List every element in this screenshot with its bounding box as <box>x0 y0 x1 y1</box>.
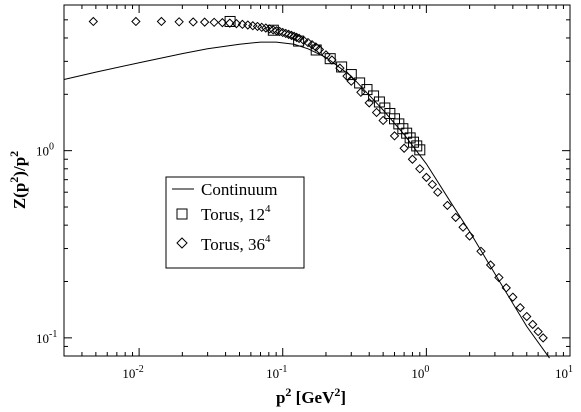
torus-36-point <box>494 272 504 283</box>
torus-12-point <box>397 123 409 135</box>
legend-box <box>165 176 305 269</box>
torus-36-point <box>231 18 242 29</box>
legend-symbol-diamond <box>176 237 188 249</box>
torus-36-point <box>264 24 275 34</box>
torus-36-point <box>378 115 388 126</box>
torus-36-point <box>538 333 548 343</box>
series-layer <box>63 15 550 359</box>
torus-36-point <box>327 55 337 65</box>
torus-36-point <box>476 246 486 257</box>
legend-label-continuum: Continuum <box>201 180 278 199</box>
torus-36-point <box>522 311 532 322</box>
torus-36-point <box>291 32 302 43</box>
torus-36-point <box>303 37 313 48</box>
torus-36-point <box>311 42 321 52</box>
torus-36-point <box>346 76 356 86</box>
legend-symbol-square <box>176 208 188 220</box>
torus-36-point <box>364 98 374 108</box>
torus-36-point <box>88 16 99 27</box>
torus-12-point <box>408 136 420 148</box>
torus-36-point <box>299 35 309 46</box>
torus-36-point <box>533 326 543 337</box>
torus-36-point <box>271 26 282 36</box>
y-tick-label: 10-1 <box>36 329 57 346</box>
y-axis-title: Z(p2)/p2 <box>7 151 29 209</box>
torus-36-point <box>528 319 538 330</box>
torus-36-point <box>458 222 468 232</box>
torus-12-point <box>293 35 305 47</box>
torus-12-point <box>414 144 426 156</box>
torus-36-point <box>286 30 297 41</box>
torus-36-point <box>389 131 400 141</box>
torus-12-point <box>267 24 279 36</box>
torus-12-point <box>354 77 366 89</box>
torus-36-point <box>399 143 409 153</box>
torus-36-point <box>427 179 438 190</box>
torus-36-point <box>415 164 425 174</box>
legend-label-torus-36: Torus, 364 <box>201 233 271 254</box>
torus-36-point <box>508 292 518 302</box>
torus-36-point <box>407 154 418 164</box>
torus-36-point <box>442 200 453 211</box>
torus-36-point <box>278 27 288 38</box>
torus-36-point <box>209 17 219 28</box>
torus-36-point <box>283 29 294 40</box>
torus-36-point <box>281 28 291 39</box>
torus-12-point <box>368 90 380 102</box>
legend-label-torus-12: Torus, 124 <box>201 203 271 224</box>
torus-36-point <box>225 18 235 28</box>
torus-36-point <box>515 302 525 313</box>
x-tick-label: 100 <box>411 364 429 381</box>
x-axis-title: p2 [GeV2] <box>276 385 346 407</box>
x-tick-label: 10-2 <box>122 364 143 381</box>
continuum-line <box>63 41 550 359</box>
torus-12-point <box>411 140 423 152</box>
torus-36-point <box>174 17 184 27</box>
torus-36-point <box>321 50 331 60</box>
torus-36-point <box>268 25 278 35</box>
torus-12-point <box>404 132 416 144</box>
torus-36-point <box>371 107 382 118</box>
torus-36-point <box>188 17 198 27</box>
torus-36-point <box>131 16 141 27</box>
torus-36-point <box>485 260 496 270</box>
torus-36-point <box>294 33 304 44</box>
torus-36-point <box>356 87 366 98</box>
torus-36-point <box>156 16 167 27</box>
torus-36-point <box>450 212 461 223</box>
y-tick-label: 100 <box>36 142 54 159</box>
torus-12-point <box>345 69 357 81</box>
torus-36-point <box>501 283 511 293</box>
torus-36-point <box>199 17 210 27</box>
torus-36-point <box>464 231 475 241</box>
tick-labels: 10-2 10-1 100 101 10-1 100 <box>36 142 573 381</box>
torus-36-point <box>237 19 248 30</box>
torus-36-point <box>342 71 352 81</box>
torus-36-point <box>217 17 228 28</box>
torus-36-point <box>314 44 325 55</box>
torus-36-point <box>433 187 443 197</box>
torus-36-point <box>421 172 432 183</box>
torus-36-point <box>335 63 345 73</box>
torus-36-point <box>289 31 299 42</box>
torus-36-point <box>274 26 285 37</box>
legend: Continuum Torus, 124 Torus, 364 <box>165 176 305 269</box>
plot-frame <box>63 4 571 357</box>
x-tick-label: 10-1 <box>266 364 287 381</box>
x-tick-label: 101 <box>555 364 573 381</box>
axis-ticks <box>63 4 571 357</box>
